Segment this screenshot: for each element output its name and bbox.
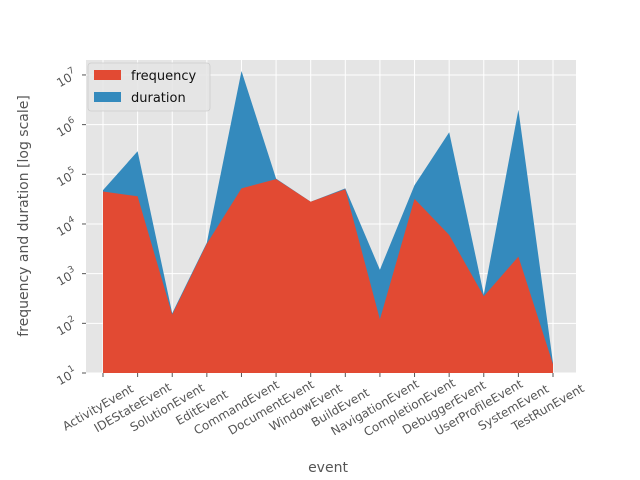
- y-tick-exponent: 6: [67, 115, 77, 127]
- legend-swatch-frequency: [94, 70, 121, 80]
- y-tick-exponent: 7: [67, 66, 77, 78]
- y-tick-label-text: 105: [53, 165, 79, 189]
- y-tick-label: 104: [53, 215, 79, 239]
- y-tick-label-text: 104: [53, 215, 79, 239]
- y-tick-base: 10: [54, 70, 74, 90]
- legend: frequency duration: [87, 62, 211, 112]
- series-areas: [103, 71, 553, 373]
- y-tick-base: 10: [54, 120, 74, 140]
- y-tick-exponent: 1: [67, 364, 77, 376]
- y-tick-label-text: 101: [53, 364, 79, 388]
- y-tick-base: 10: [54, 319, 74, 339]
- y-tick-exponent: 3: [67, 264, 77, 276]
- y-tick-label: 102: [53, 314, 79, 338]
- y-tick-label-text: 106: [53, 115, 79, 139]
- y-tick-label-text: 103: [53, 264, 79, 288]
- y-tick-exponent: 5: [67, 165, 77, 177]
- legend-label-duration: duration: [131, 91, 186, 106]
- y-tick-exponent: 2: [67, 314, 77, 326]
- y-tick-label-text: 102: [53, 314, 79, 338]
- y-tick-label: 101: [53, 364, 79, 388]
- y-tick-label: 103: [53, 264, 79, 288]
- y-tick-label: 107: [53, 66, 79, 90]
- x-axis: ActivityEventIDEStateEventSolutionEventE…: [60, 373, 587, 439]
- x-axis-label: event: [308, 460, 348, 476]
- legend-swatch-duration: [94, 92, 121, 102]
- y-tick-base: 10: [54, 219, 74, 239]
- series-area-frequency: [103, 179, 553, 373]
- y-tick-exponent: 4: [67, 215, 77, 227]
- y-tick-label: 105: [53, 165, 79, 189]
- y-tick-base: 10: [54, 269, 74, 289]
- y-tick-base: 10: [54, 170, 74, 190]
- y-tick-label: 106: [53, 115, 79, 139]
- y-tick-label-text: 107: [53, 66, 79, 90]
- y-tick-base: 10: [54, 368, 74, 388]
- y-axis-label: frequency and duration [log scale]: [16, 95, 32, 337]
- legend-label-frequency: frequency: [131, 69, 197, 84]
